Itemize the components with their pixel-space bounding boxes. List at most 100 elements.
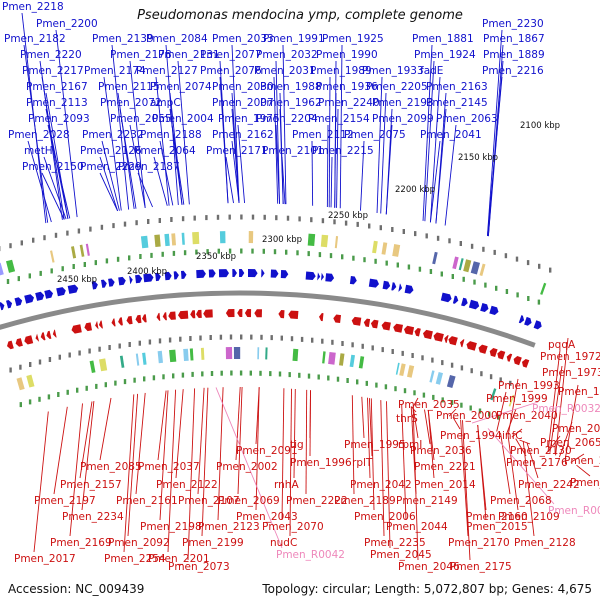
scale-tick xyxy=(421,355,424,361)
cog-block xyxy=(189,348,194,361)
gene-arrow xyxy=(190,310,196,319)
gene-label: Pmen_2187 xyxy=(118,161,180,173)
cog-block xyxy=(432,251,438,265)
gene-arrow xyxy=(142,314,147,323)
label-leader xyxy=(111,44,130,210)
cog-block xyxy=(508,394,515,407)
label-leader xyxy=(53,406,68,495)
gene-label: Pmen_2200 xyxy=(36,18,98,30)
label-leader xyxy=(305,389,308,495)
scale-tick-track xyxy=(6,248,541,305)
scale-tick xyxy=(85,385,88,391)
gene-label: Pmen_2221 xyxy=(414,461,476,473)
gene-label: Pmen_2065 xyxy=(540,437,600,449)
gene-label: Pmen_2161 xyxy=(116,495,178,507)
scale-tick xyxy=(209,335,212,340)
gene-label: Pmen_2085 xyxy=(80,461,142,473)
gene-label: Pmen_2107 xyxy=(178,495,240,507)
label-leader xyxy=(519,439,531,445)
gene-arrow xyxy=(155,272,161,282)
gene-arrow xyxy=(305,271,316,280)
scale-tick xyxy=(28,399,32,405)
gene-label: Pmen_2235 xyxy=(364,537,426,549)
label-leader xyxy=(360,140,365,211)
gene-label: Pmen_2232 xyxy=(82,129,144,141)
scale-tick xyxy=(356,379,359,385)
gene-label: Pmen_2015 xyxy=(466,521,528,533)
scale-tick xyxy=(441,360,444,366)
gene-label: Pmen_2186 xyxy=(570,477,600,489)
gene-arrow xyxy=(208,269,216,278)
scale-tick xyxy=(385,260,388,266)
gene-label: Pmen_2218 xyxy=(2,1,64,13)
gene-label: Pmen_2063 xyxy=(436,113,498,125)
cog-block xyxy=(164,233,170,247)
scale-tick xyxy=(473,279,476,285)
scale-tick xyxy=(201,371,204,377)
scale-tick xyxy=(407,264,411,270)
scale-tick xyxy=(441,397,444,403)
scale-tick xyxy=(440,271,443,277)
cog-block xyxy=(307,233,316,246)
gene-label: Pmen_2123 xyxy=(198,521,260,533)
cog-block xyxy=(99,358,108,372)
label-leader xyxy=(237,386,243,495)
gene-label: Pmen_2139 xyxy=(92,33,154,45)
gene-label: Pmen_2199 xyxy=(182,537,244,549)
scale-tick xyxy=(310,217,313,223)
label-leader xyxy=(361,396,365,439)
gene-label: metH xyxy=(24,145,53,157)
gene-label: Pmen_2077 xyxy=(200,49,262,61)
label-leader xyxy=(427,410,435,479)
label-leader xyxy=(279,108,284,205)
gene-label: Pmen_1974 xyxy=(558,386,600,398)
label-leader xyxy=(570,453,585,463)
gene-label: Pmen_2092 xyxy=(108,537,170,549)
label-leader xyxy=(505,408,517,436)
scale-tick xyxy=(495,285,498,291)
label-leader xyxy=(27,140,52,223)
gene-label: rplT xyxy=(352,457,373,469)
gene-label: Pmen_2072 xyxy=(100,97,162,109)
gene-label: Pmen_1999 xyxy=(486,393,548,405)
label-leader xyxy=(412,406,419,439)
label-leader xyxy=(201,387,209,537)
gene-arrow xyxy=(466,341,477,351)
cog-block xyxy=(142,352,147,365)
label-leader xyxy=(169,108,183,205)
scale-tick xyxy=(199,335,202,341)
gene-label: Pmen_1993 xyxy=(498,380,560,392)
label-leader xyxy=(376,76,383,214)
cog-block xyxy=(334,236,339,249)
scale-tick xyxy=(38,396,41,402)
gene-label: Pmen_2075 xyxy=(344,129,406,141)
gene-arrow xyxy=(448,336,458,346)
label-leader xyxy=(334,92,337,208)
scale-tick xyxy=(275,215,278,221)
gene-label: Pmen_2149 xyxy=(396,495,458,507)
label-leader xyxy=(351,395,355,495)
gene-label: Pmen_1972 xyxy=(540,351,600,363)
gene-arrow xyxy=(404,325,415,335)
cog-block xyxy=(26,374,35,388)
label-leader xyxy=(167,389,177,553)
cog-block xyxy=(540,282,547,295)
scale-tick xyxy=(17,276,20,282)
scale-tick xyxy=(148,339,152,345)
cog-block xyxy=(339,353,345,366)
scale-tick xyxy=(138,340,141,346)
label-leader xyxy=(135,392,146,495)
gene-label: Pmen_2112 xyxy=(292,129,354,141)
scale-tick xyxy=(94,260,97,266)
scale-tick xyxy=(259,370,262,376)
scale-tick xyxy=(78,350,81,356)
gene-arrow xyxy=(40,332,46,341)
label-leader xyxy=(460,419,469,537)
gene-arrow xyxy=(349,276,357,285)
gene-label: nudC xyxy=(270,537,297,549)
scale-tick xyxy=(143,376,146,382)
gene-arrow xyxy=(522,359,530,368)
label-leader xyxy=(486,29,503,236)
scale-tick xyxy=(39,270,42,276)
